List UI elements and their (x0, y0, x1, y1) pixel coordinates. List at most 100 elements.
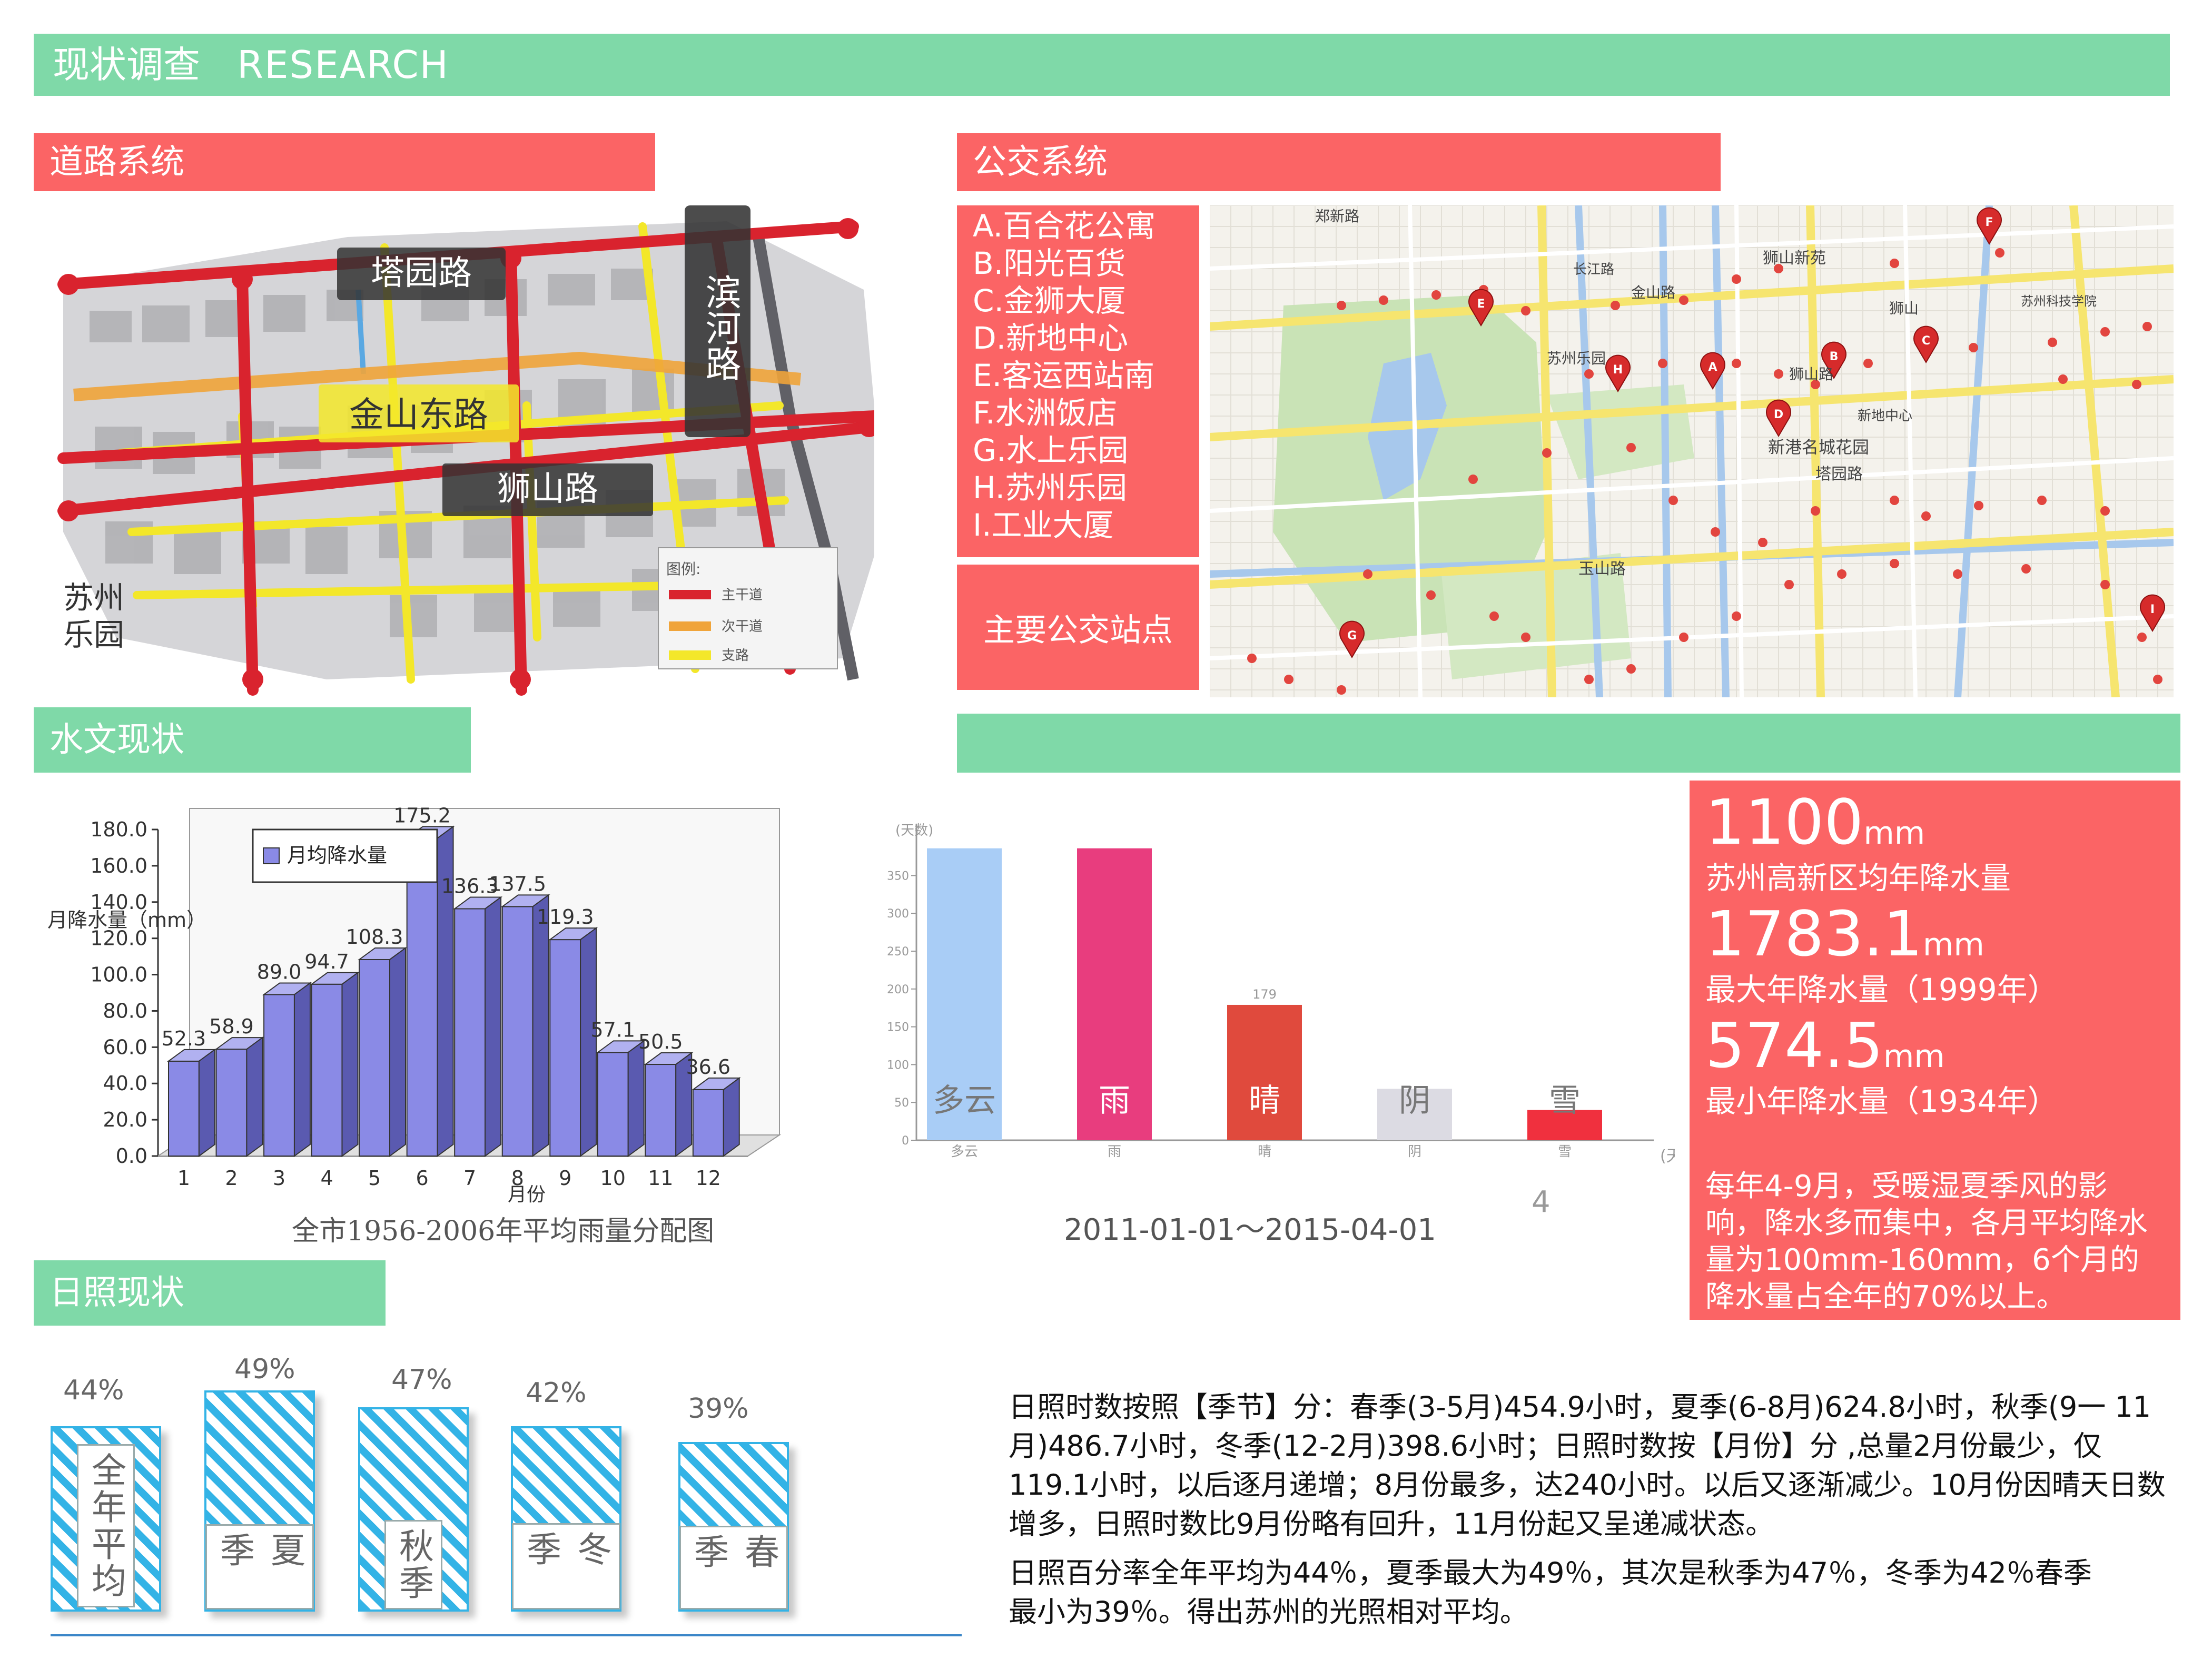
rain-bar-6 (405, 825, 455, 1157)
rain-value-label: 136.3 (441, 875, 499, 898)
rain-x-tick: 6 (416, 1167, 429, 1190)
weather-y-tick: 200 (887, 983, 909, 996)
map-poi-dot (2137, 633, 2147, 642)
svg-text:C: C (1922, 334, 1930, 348)
map-marker-b[interactable]: B (1821, 341, 1846, 379)
page-title: 现状调查 (53, 43, 200, 86)
weather-bar-name: 阴 (1399, 1082, 1430, 1119)
weather-bar-4: 雪雪 (1527, 1082, 1602, 1160)
rain-x-tick: 4 (320, 1167, 333, 1190)
map-poi-dot (1758, 538, 1767, 547)
rainfall-chart-svg: 0.0 20.0 40.0 60.0 80.0 100.0 120.0 140.0 160.0 1… (47, 804, 782, 1206)
map-label: 苏州乐园 (1547, 350, 1606, 367)
map-marker-g[interactable]: G (1339, 620, 1365, 658)
map-poi-dot (2100, 506, 2110, 516)
weather-y-tick: 250 (887, 945, 909, 959)
rain-value-label: 94.7 (304, 950, 349, 973)
map-label: 苏州科技学院 (2021, 294, 2097, 309)
map-label: 新地中心 (1858, 408, 1912, 424)
rain-value-label: 57.1 (590, 1018, 635, 1041)
rain-value-label: 89.0 (257, 960, 302, 983)
map-poi-dot (2142, 322, 2152, 331)
bus-stop-item: G.水上乐园 (973, 432, 1129, 468)
sun-label-summer: 夏季 (205, 1524, 314, 1609)
map-poi-dot (1890, 496, 1899, 505)
map-label: 塔园路 (1815, 465, 1863, 483)
map-poi-dot (1431, 290, 1441, 300)
rain-bar-3 (262, 982, 312, 1157)
rain-value-label: 52.3 (162, 1027, 206, 1050)
rain-y-tick: 0.0 (116, 1144, 147, 1168)
map-poi-dot (1658, 359, 1667, 368)
map-poi-dot (1890, 559, 1899, 568)
weather-y-tick: 150 (887, 1021, 909, 1034)
map-marker-f[interactable]: F (1977, 207, 2002, 245)
legend-item-main: 主干道 (722, 587, 763, 603)
map-label: 玉山路 (1578, 560, 1626, 578)
rain-y-tick: 160.0 (90, 854, 147, 877)
weather-bar-name: 晴 (1249, 1082, 1280, 1119)
map-poi-dot (1774, 369, 1783, 379)
weather-y-tick: 0 (902, 1134, 909, 1148)
canal-blue (355, 289, 366, 374)
sunshine-chart: 44% 49% 47% 42% 39% 全年平均 夏季 秋季 冬季 春季 (32, 1338, 980, 1643)
map-poi-dot (2153, 675, 2162, 684)
map-label: 新港名城花园 (1768, 437, 1869, 457)
map-poi-dot (1974, 501, 1983, 510)
map-poi-dot (1584, 369, 1594, 379)
map-poi-dot (2058, 374, 2068, 384)
sun-pct-spring: 39% (688, 1393, 749, 1425)
svg-text:E: E (1477, 298, 1485, 311)
rainfall-description: 每年4-9月，受暖湿夏季风的影响，降水多而集中，各月平均降水量为100mm-16… (1705, 1169, 2148, 1314)
road-legend: 图例: 主干道 次干道 支路 (658, 547, 838, 669)
map-marker-c[interactable]: C (1913, 325, 1939, 363)
map-poi-dot (1521, 633, 1530, 642)
map-poi-dot (1611, 301, 1620, 310)
svg-text:B: B (1830, 350, 1839, 363)
rivers (1210, 205, 2174, 697)
map-poi-dot (1247, 654, 1257, 663)
map-poi-dot (1890, 259, 1899, 268)
map-marker-i[interactable]: I (2140, 594, 2165, 632)
map-poi-dot (1732, 359, 1741, 368)
map-poi-dot (1811, 380, 1820, 389)
rain-y-tick: 40.0 (103, 1072, 147, 1095)
label-jinshan: 金山东路 (349, 394, 488, 435)
map-marker-a[interactable]: A (1700, 352, 1725, 390)
sun-label-winter: 冬季 (512, 1523, 620, 1609)
rain-x-tick: 5 (368, 1167, 381, 1190)
map-marker-e[interactable]: E (1468, 289, 1494, 327)
map-marker-h[interactable]: H (1605, 354, 1631, 392)
map-poi-dot (2100, 327, 2110, 337)
map-label: 长江路 (1573, 262, 1614, 278)
rain-value-label: 175.2 (393, 804, 451, 827)
label-shishan: 狮山路 (497, 470, 598, 509)
sun-pct-autumn: 47% (391, 1364, 452, 1396)
sun-bar-spring: 春季 (678, 1442, 789, 1612)
map-poi-dot (1732, 611, 1741, 621)
rain-y-tick: 140.0 (90, 891, 147, 914)
rain-bar-1 (166, 1048, 216, 1157)
svg-text:F: F (1985, 216, 1993, 229)
rain-bar-2 (214, 1036, 264, 1157)
map-poi-dot (1489, 611, 1499, 621)
map-poi-dot (1337, 301, 1346, 310)
bus-stop-item: A.百合花公寓 (973, 208, 1156, 244)
map-marker-d[interactable]: D (1766, 399, 1791, 437)
rain-value-label: 36.6 (686, 1055, 730, 1079)
legend-swatch-branch (669, 650, 711, 660)
rain-y-tick: 60.0 (103, 1035, 147, 1059)
svg-text:G: G (1347, 629, 1357, 643)
park-area-2 (1547, 384, 1694, 479)
map-poi-dot (1468, 475, 1478, 484)
map-poi-dot (1337, 685, 1346, 695)
weather-bar-name: 雪 (1549, 1082, 1581, 1119)
label-tayuan: 塔园路 (371, 254, 472, 293)
bus-caption: 主要公交站点 (983, 611, 1173, 649)
map-poi-dot (1542, 448, 1552, 458)
weather-bar-1: 雨雨 (1077, 848, 1152, 1160)
rain-bar-10 (596, 1040, 646, 1157)
rain-y-tick: 120.0 (90, 927, 147, 950)
